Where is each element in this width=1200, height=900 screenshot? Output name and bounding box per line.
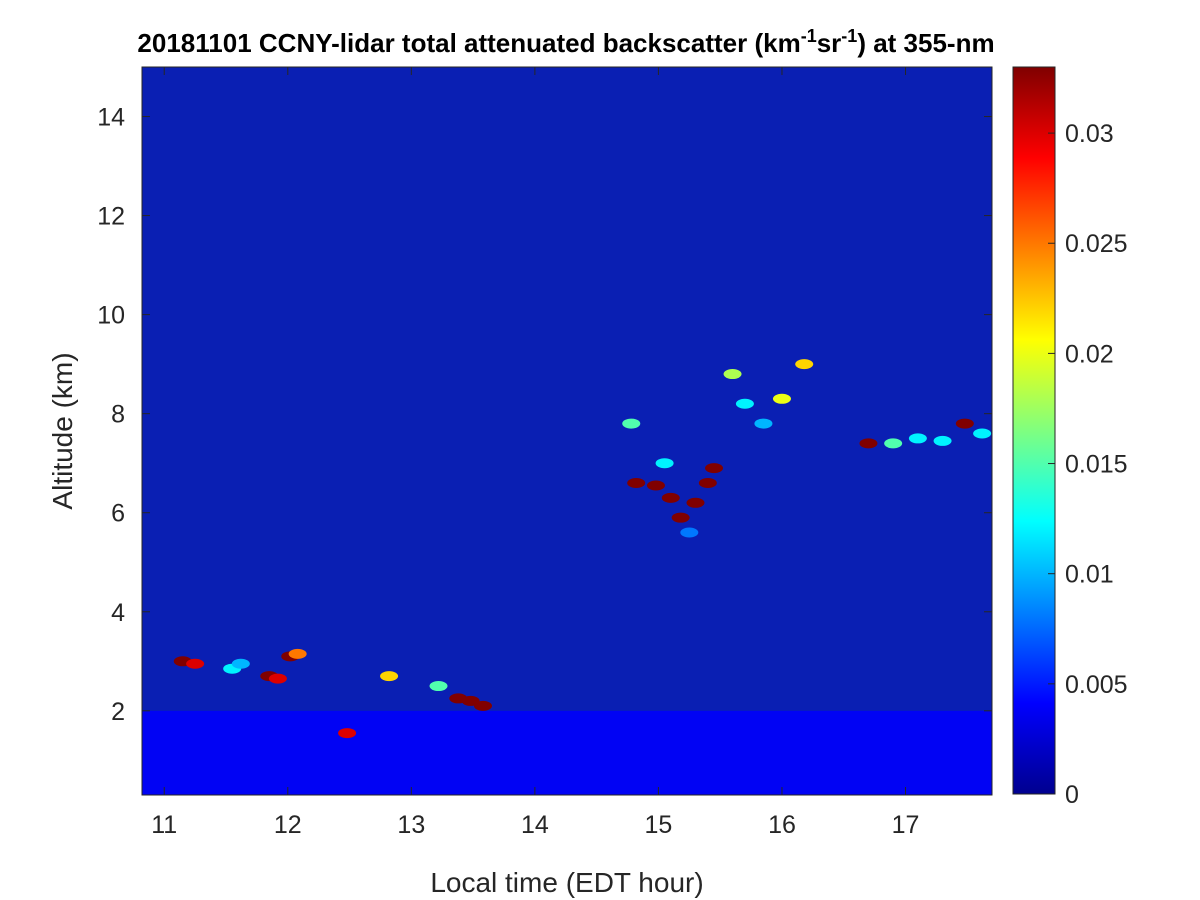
x-tick-label: 11 bbox=[151, 811, 177, 839]
backscatter-feature bbox=[338, 728, 357, 739]
x-tick-label: 15 bbox=[645, 811, 673, 839]
backscatter-feature bbox=[186, 658, 205, 669]
backscatter-feature bbox=[655, 458, 674, 469]
heatmap bbox=[142, 67, 992, 795]
colorbar-tick-label: 0.03 bbox=[1065, 120, 1114, 148]
backscatter-feature bbox=[735, 398, 754, 409]
backscatter-feature bbox=[795, 359, 814, 370]
backscatter-feature bbox=[671, 512, 690, 523]
x-tick-label: 13 bbox=[397, 811, 425, 839]
backscatter-feature bbox=[622, 418, 641, 429]
y-tick-label: 2 bbox=[111, 698, 125, 726]
backscatter-feature bbox=[955, 418, 974, 429]
backscatter-feature bbox=[268, 673, 287, 684]
colorbar-tick-label: 0.02 bbox=[1065, 340, 1114, 368]
x-axis: 11 12 13 14 15 16 17 bbox=[151, 67, 919, 839]
y-tick-label: 8 bbox=[111, 401, 125, 429]
colorbar-ticks: 0 0.005 0.01 0.015 0.02 0.025 0.03 bbox=[1048, 120, 1128, 809]
colorbar-tick-label: 0.015 bbox=[1065, 451, 1128, 479]
backscatter-feature bbox=[646, 480, 665, 491]
backscatter-feature bbox=[380, 671, 399, 682]
colorbar-tick-label: 0.025 bbox=[1065, 230, 1128, 258]
x-axis-label: Local time (EDT hour) bbox=[430, 867, 703, 898]
boundary-layer bbox=[142, 710, 992, 795]
backscatter-feature bbox=[661, 492, 680, 503]
backscatter-feature bbox=[754, 418, 773, 429]
backscatter-feature bbox=[884, 438, 903, 449]
colorbar-tick-label: 0 bbox=[1065, 781, 1079, 809]
backscatter-feature bbox=[461, 695, 480, 706]
y-tick-label: 10 bbox=[97, 302, 125, 330]
backscatter-feature bbox=[772, 393, 791, 404]
backscatter-feature bbox=[973, 428, 992, 439]
backscatter-feature bbox=[288, 648, 307, 659]
backscatter-feature bbox=[908, 433, 927, 444]
heatmap-background bbox=[142, 67, 992, 795]
colorbar: 0 0.005 0.01 0.015 0.02 0.025 0.03 bbox=[1012, 66, 1128, 809]
backscatter-feature bbox=[473, 700, 492, 711]
y-tick-label: 6 bbox=[111, 500, 125, 528]
y-tick-label: 14 bbox=[97, 104, 125, 132]
y-axis-label: Altitude (km) bbox=[47, 352, 78, 509]
colorbar-tick-label: 0.005 bbox=[1065, 671, 1128, 699]
heatmap-cells bbox=[142, 359, 992, 795]
backscatter-feature bbox=[680, 527, 699, 538]
y-tick-label: 12 bbox=[97, 203, 125, 231]
backscatter-feature bbox=[231, 658, 250, 669]
x-tick-label: 17 bbox=[892, 811, 920, 839]
chart-title: 20181101 CCNY-lidar total attenuated bac… bbox=[137, 26, 994, 58]
colorbar-gradient bbox=[1012, 66, 1056, 795]
backscatter-feature bbox=[698, 478, 717, 488]
backscatter-feature bbox=[859, 438, 878, 449]
backscatter-feature bbox=[705, 463, 724, 474]
backscatter-feature bbox=[933, 435, 952, 446]
plot-frame bbox=[141, 66, 993, 796]
backscatter-feature bbox=[627, 478, 646, 488]
y-tick-label: 4 bbox=[111, 599, 125, 627]
backscatter-feature bbox=[723, 369, 742, 380]
backscatter-feature bbox=[686, 497, 705, 508]
x-tick-label: 12 bbox=[274, 811, 302, 839]
y-axis: 2 4 6 8 10 12 14 bbox=[97, 104, 992, 726]
x-tick-label: 14 bbox=[521, 811, 549, 839]
x-tick-label: 16 bbox=[768, 811, 796, 839]
backscatter-feature bbox=[429, 681, 448, 692]
colorbar-tick-label: 0.01 bbox=[1065, 561, 1114, 589]
